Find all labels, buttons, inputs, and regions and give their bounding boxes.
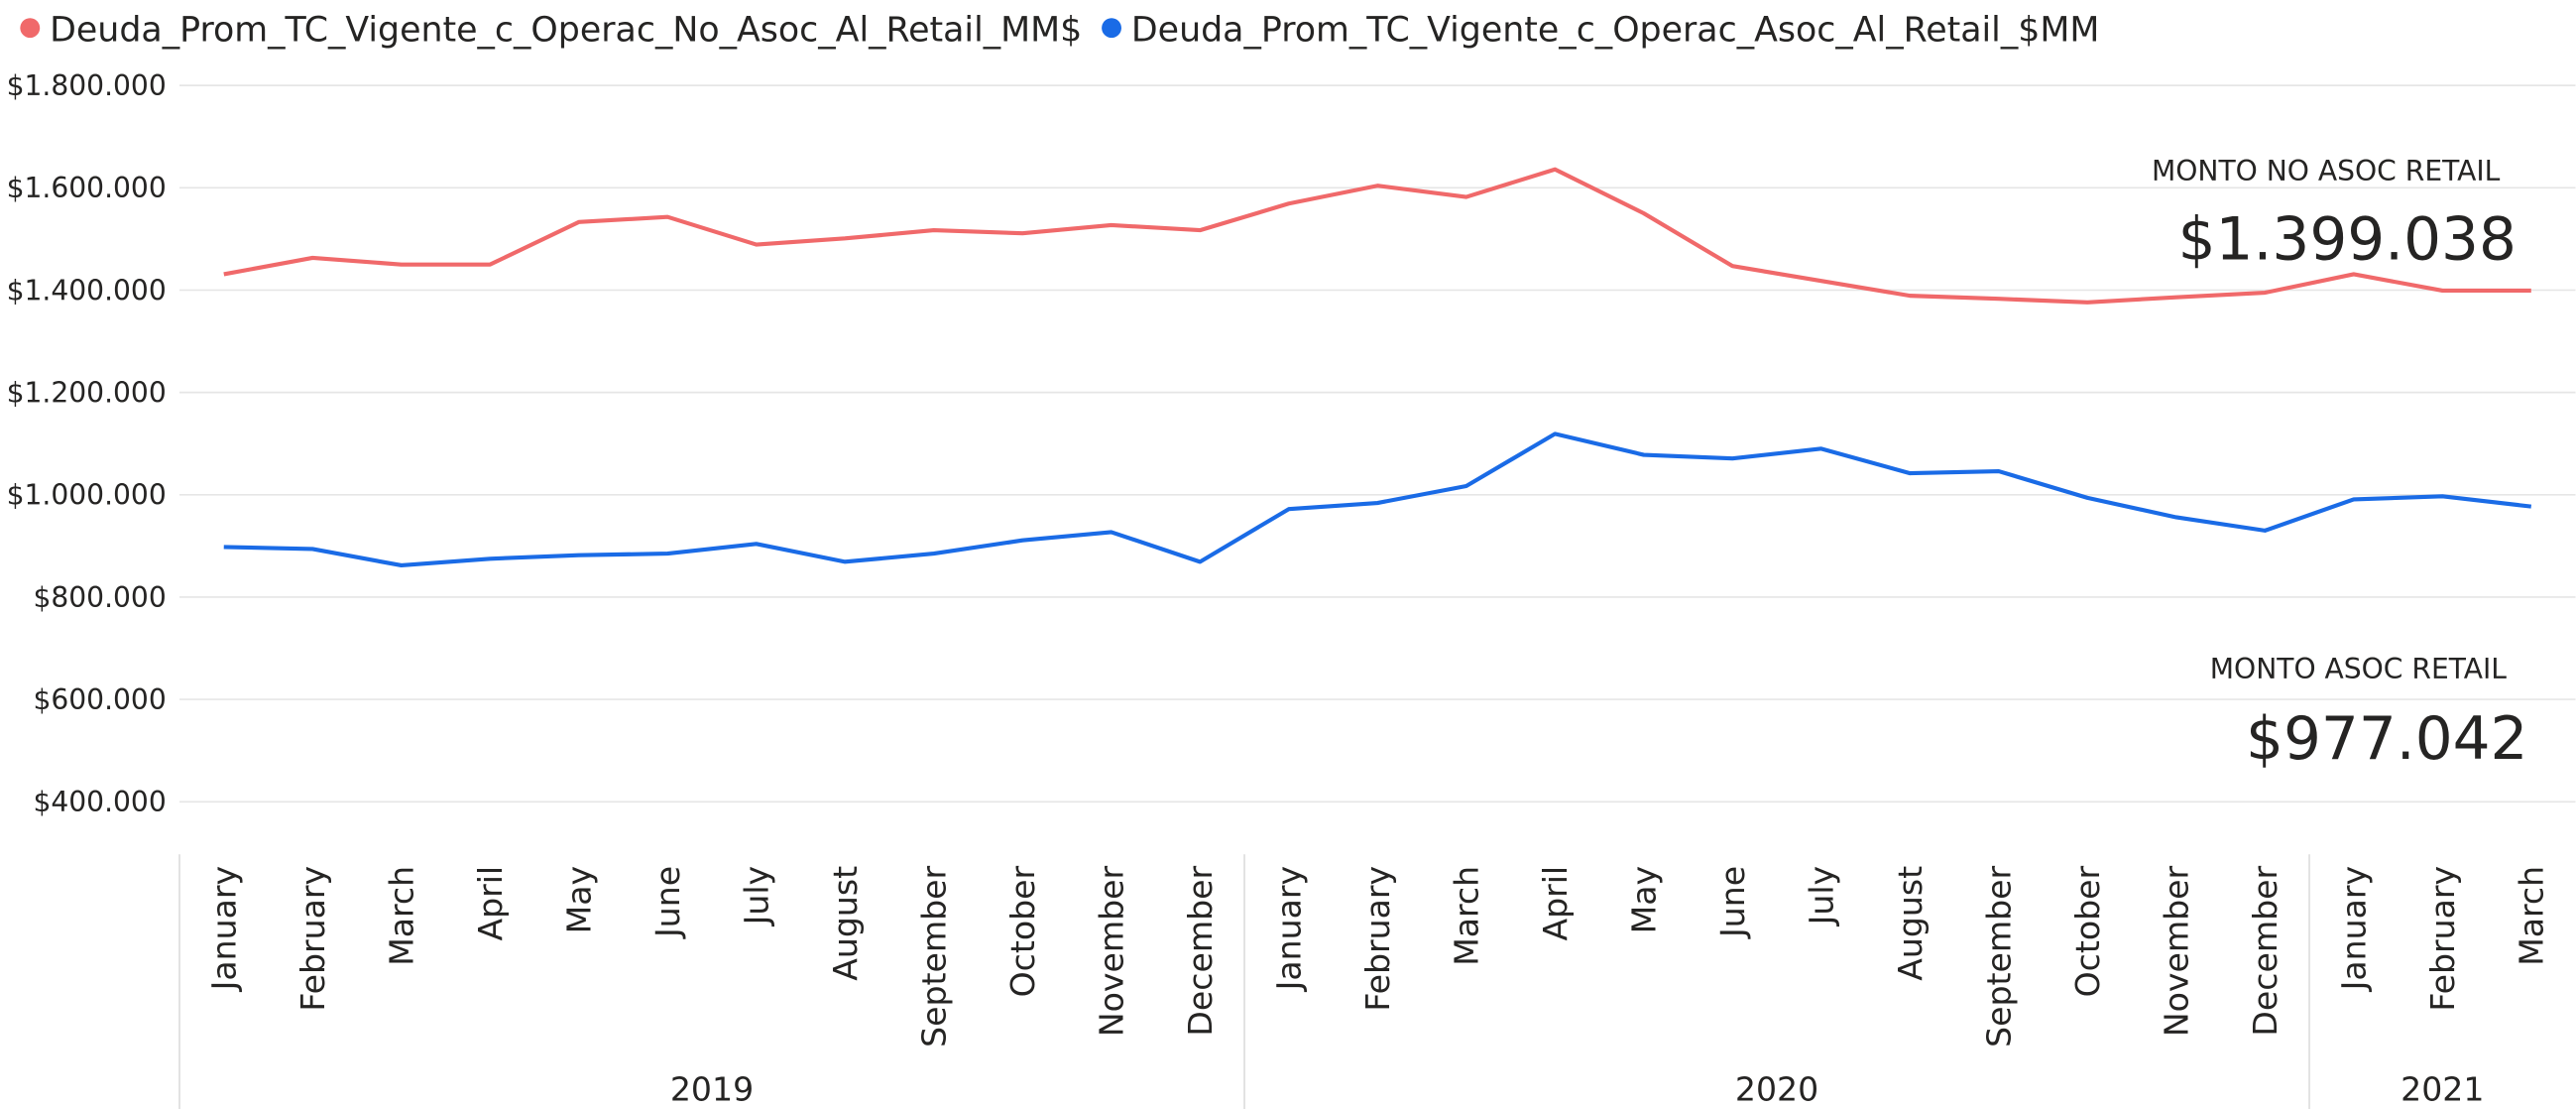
year-label: 2019 xyxy=(670,1070,754,1109)
x-tick-label: October xyxy=(1003,865,1042,997)
x-tick-label: March xyxy=(1447,866,1485,966)
y-tick-label: $1.800.000 xyxy=(7,69,167,102)
x-tick-label: May xyxy=(1624,866,1663,933)
y-tick-label: $1.400.000 xyxy=(7,274,167,307)
y-tick-label: $800.000 xyxy=(33,581,166,614)
kpi-title: MONTO ASOC RETAIL xyxy=(2210,653,2508,685)
y-tick-label: $400.000 xyxy=(33,786,166,818)
legend-marker xyxy=(1102,18,1121,39)
x-tick-label: December xyxy=(1181,865,1220,1036)
x-tick-label: January xyxy=(1269,866,1308,993)
x-tick-label: November xyxy=(1092,865,1130,1037)
kpi-title: MONTO NO ASOC RETAIL xyxy=(2152,155,2501,187)
x-tick-label: October xyxy=(2068,865,2107,997)
y-tick-label: $600.000 xyxy=(33,683,166,716)
x-tick-label: August xyxy=(1891,866,1930,981)
x-tick-label: April xyxy=(471,866,510,941)
legend-label: Deuda_Prom_TC_Vigente_c_Operac_No_Asoc_A… xyxy=(50,10,1082,50)
x-tick-label: February xyxy=(1358,866,1397,1012)
y-tick-label: $1.000.000 xyxy=(7,479,167,512)
x-tick-label: February xyxy=(2423,866,2462,1012)
y-tick-label: $1.600.000 xyxy=(7,172,167,204)
series-line xyxy=(223,431,2532,568)
x-tick-label: February xyxy=(293,866,332,1012)
year-label: 2020 xyxy=(1735,1070,1818,1109)
x-tick-label: July xyxy=(737,866,775,927)
x-tick-label: September xyxy=(1979,865,2018,1047)
year-label: 2021 xyxy=(2400,1070,2484,1109)
x-tick-label: July xyxy=(1802,866,1840,927)
x-tick-label: August xyxy=(826,866,865,981)
legend-marker xyxy=(20,18,41,39)
x-tick-label: December xyxy=(2246,865,2284,1036)
plot: $400.000 $600.000 $800.000 $1.000.000 $1.200… xyxy=(7,10,2576,1109)
x-tick-label: January xyxy=(204,866,243,993)
x-tick-label: September xyxy=(914,865,953,1047)
x-tick-label: January xyxy=(2334,866,2373,993)
y-tick-label: $1.200.000 xyxy=(7,377,167,410)
x-tick-label: June xyxy=(1713,866,1752,939)
x-tick-label: November xyxy=(2157,865,2195,1037)
x-tick-label: March xyxy=(2512,866,2550,966)
kpi-value: $977.042 xyxy=(2246,705,2527,774)
x-tick-label: March xyxy=(382,866,420,966)
series-line xyxy=(223,167,2531,305)
x-tick-label: June xyxy=(648,866,687,939)
legend-label: Deuda_Prom_TC_Vigente_c_Operac_Asoc_Al_R… xyxy=(1131,10,2099,50)
kpi-value: $1.399.038 xyxy=(2178,206,2517,275)
x-tick-label: April xyxy=(1536,866,1575,941)
x-tick-label: May xyxy=(559,866,598,933)
